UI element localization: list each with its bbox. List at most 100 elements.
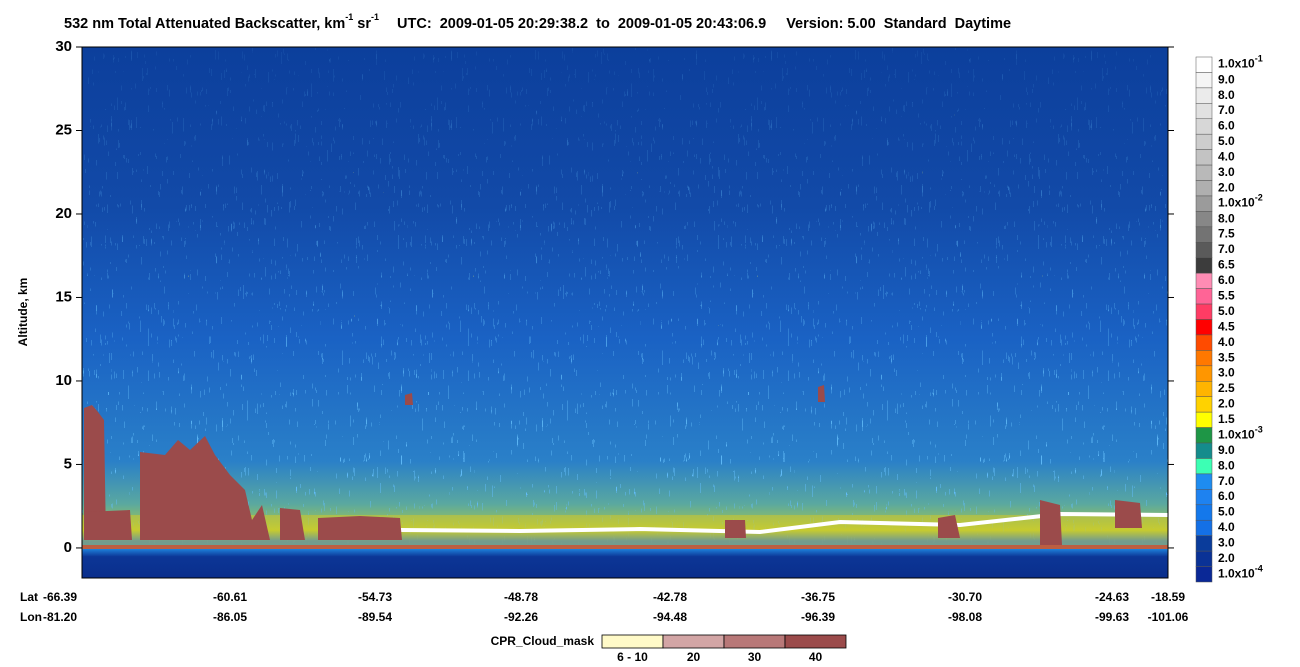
mask-label: CPR_Cloud_mask xyxy=(491,634,595,648)
colorbar-swatch xyxy=(1195,473,1213,490)
colorbar-label: 7.5 xyxy=(1218,227,1235,241)
mask-category: 40 xyxy=(809,650,823,664)
colorbar-label: 9.0 xyxy=(1218,443,1235,457)
colorbar-swatch xyxy=(1195,427,1213,444)
colorbar-swatch xyxy=(1195,303,1213,320)
colorbar-label-exp: -2 xyxy=(1255,193,1263,203)
title-sup: -1 xyxy=(371,12,379,22)
curtain-image xyxy=(82,47,1169,578)
lon-label: -98.08 xyxy=(948,610,982,624)
colorbar-label: 7.0 xyxy=(1218,103,1235,117)
colorbar-swatch xyxy=(1195,180,1213,197)
colorbar-label: 1.5 xyxy=(1218,412,1235,426)
colorbar-swatch xyxy=(1195,272,1213,289)
colorbar-swatch xyxy=(1195,103,1213,120)
colorbar-label: 3.0 xyxy=(1218,536,1235,550)
colorbar-label-text: 1.0x10 xyxy=(1218,57,1255,71)
colorbar-label: 3.5 xyxy=(1218,350,1235,364)
colorbar-label: 2.0 xyxy=(1218,551,1235,565)
surface xyxy=(82,545,1168,549)
mask-category: 30 xyxy=(748,650,762,664)
mask-category: 6 - 10 xyxy=(617,650,648,664)
title-main: 532 nm Total Attenuated Backscatter, km xyxy=(64,16,345,32)
lat-label: -18.59 xyxy=(1151,590,1185,604)
colorbar-label: 6.0 xyxy=(1218,273,1235,287)
colorbar-swatch xyxy=(1195,164,1213,181)
colorbar-label: 4.0 xyxy=(1218,150,1235,164)
title-unit: sr xyxy=(353,16,371,32)
lat-label: -60.61 xyxy=(213,590,247,604)
colorbar-label-exp: -1 xyxy=(1255,54,1263,64)
colorbar-label: 6.0 xyxy=(1218,119,1235,133)
colorbar-swatch xyxy=(1195,365,1213,382)
colorbar-label: 7.0 xyxy=(1218,242,1235,256)
mask-swatch xyxy=(662,634,725,649)
colorbar-swatch xyxy=(1195,550,1213,567)
colorbar-label: 8.0 xyxy=(1218,458,1235,472)
colorbar-swatch xyxy=(1195,489,1213,506)
colorbar-label: 6.5 xyxy=(1218,258,1235,272)
colorbar-label: 2.0 xyxy=(1218,180,1235,194)
colorbar-swatch xyxy=(1195,535,1213,552)
lon-label: -96.39 xyxy=(801,610,835,624)
lon-label: -89.54 xyxy=(358,610,392,624)
colorbar-swatch xyxy=(1195,149,1213,166)
colorbar-swatch xyxy=(1195,195,1213,212)
y-tick-label: 30 xyxy=(55,38,72,55)
colorbar-label: 8.0 xyxy=(1218,211,1235,225)
colorbar-label-text: 1.0x10 xyxy=(1218,427,1255,441)
colorbar-label: 3.0 xyxy=(1218,165,1235,179)
colorbar-label: 5.0 xyxy=(1218,134,1235,148)
mask-swatch xyxy=(723,634,786,649)
colorbar-label: 8.0 xyxy=(1218,88,1235,102)
colorbar-swatch xyxy=(1195,519,1213,536)
colorbar-label: 1.0x10-4 xyxy=(1218,564,1263,581)
colorbar-label: 1.0x10-2 xyxy=(1218,193,1263,210)
y-tick-label: 25 xyxy=(55,121,72,138)
colorbar-swatch xyxy=(1195,133,1213,150)
colorbar-swatch xyxy=(1195,396,1213,413)
y-axis-label: Altitude, km xyxy=(16,278,30,347)
x-row-label: Lat xyxy=(20,590,38,604)
chart-title: 532 nm Total Attenuated Backscatter, km -… xyxy=(64,12,1011,31)
colorbar-label: 7.0 xyxy=(1218,474,1235,488)
lon-label: -101.06 xyxy=(1148,610,1189,624)
cloud-mask-shapes xyxy=(84,385,1142,545)
colorbar-swatch xyxy=(1195,319,1213,336)
colorbar-label: 1.0x10-1 xyxy=(1218,54,1263,71)
colorbar-label: 4.0 xyxy=(1218,335,1235,349)
colorbar-swatch xyxy=(1195,242,1213,258)
colorbar-swatch xyxy=(1195,72,1213,89)
colorbar-label: 2.5 xyxy=(1218,381,1235,395)
lon-label: -81.20 xyxy=(43,610,77,624)
lat-label: -66.39 xyxy=(43,590,77,604)
colorbar-label-exp: -4 xyxy=(1255,564,1263,574)
x-row-label: Lon xyxy=(20,610,42,624)
colorbar-swatch xyxy=(1195,566,1213,583)
y-tick-label: 20 xyxy=(55,205,72,222)
title-utc: UTC: 2009-01-05 20:29:38.2 to 2009-01-05… xyxy=(397,16,766,32)
colorbar-swatch xyxy=(1195,504,1213,521)
lon-label: -92.26 xyxy=(504,610,538,624)
mask-swatch xyxy=(601,634,664,649)
mask-swatch xyxy=(784,634,847,649)
lon-label: -99.63 xyxy=(1095,610,1129,624)
colorbar-swatch xyxy=(1195,381,1213,397)
plot-frame xyxy=(81,46,1169,579)
colorbar-label: 2.0 xyxy=(1218,397,1235,411)
y-tick-label: 15 xyxy=(55,288,72,305)
colorbar-label: 1.0x10-3 xyxy=(1218,425,1263,442)
lat-label: -30.70 xyxy=(948,590,982,604)
colorbar-swatch xyxy=(1195,411,1213,428)
colorbar-label: 5.5 xyxy=(1218,289,1235,303)
title-version: Version: 5.00 Standard Daytime xyxy=(786,16,1011,32)
lon-label: -86.05 xyxy=(213,610,247,624)
lat-label: -42.78 xyxy=(653,590,687,604)
colorbar-label: 4.0 xyxy=(1218,520,1235,534)
colorbar-swatch xyxy=(1195,458,1213,475)
lon-label: -94.48 xyxy=(653,610,687,624)
colorbar-swatch xyxy=(1195,442,1213,459)
lat-label: -48.78 xyxy=(504,590,538,604)
